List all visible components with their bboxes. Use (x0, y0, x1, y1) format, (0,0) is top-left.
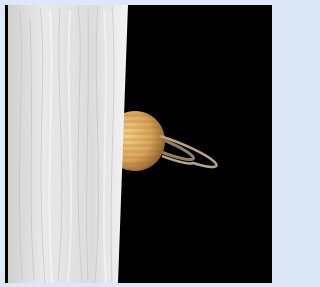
page: (() => { const data = JSON.parse(documen… (0, 0, 275, 287)
moon (8, 5, 128, 283)
space-image (0, 0, 275, 287)
